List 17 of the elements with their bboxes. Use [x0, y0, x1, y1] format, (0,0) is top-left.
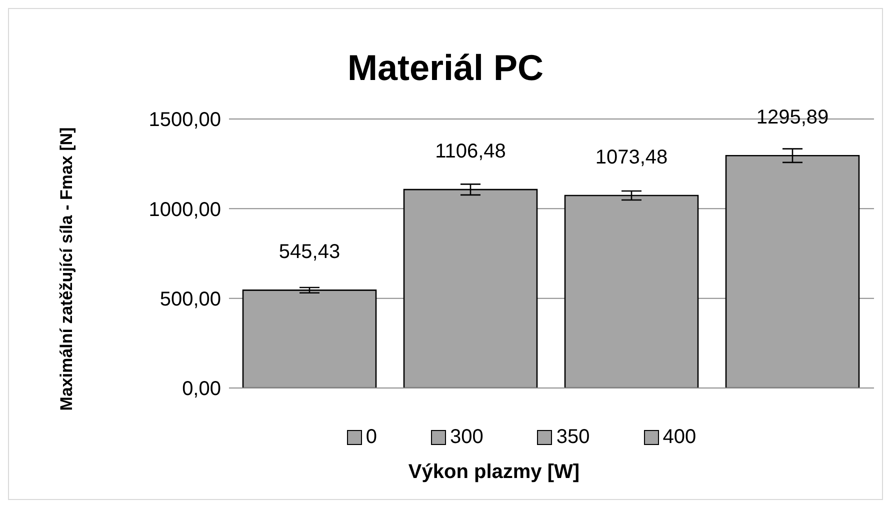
y-tick-label: 1500,00	[148, 109, 221, 132]
legend-label: 350	[556, 426, 590, 449]
data-label: 1295,89	[756, 106, 829, 129]
y-tick-label: 1000,00	[148, 198, 221, 221]
legend-label: 0	[366, 426, 377, 449]
bar	[564, 194, 699, 388]
y-tick-label: 0,00	[182, 378, 221, 400]
legend-label: 300	[450, 426, 484, 449]
y-axis-title: Maximální zatěžující síla - Fmax [N]	[56, 126, 77, 413]
x-axis-title: Výkon plazmy [W]	[407, 461, 581, 484]
legend-label: 400	[662, 426, 696, 449]
data-label: 1073,48	[595, 146, 668, 168]
bar	[242, 290, 377, 388]
data-label: 1106,48	[435, 140, 506, 163]
y-tick-label: 500,00	[160, 288, 221, 310]
chart-title: Materiál PC	[346, 47, 545, 89]
data-label: 545,43	[278, 241, 340, 264]
